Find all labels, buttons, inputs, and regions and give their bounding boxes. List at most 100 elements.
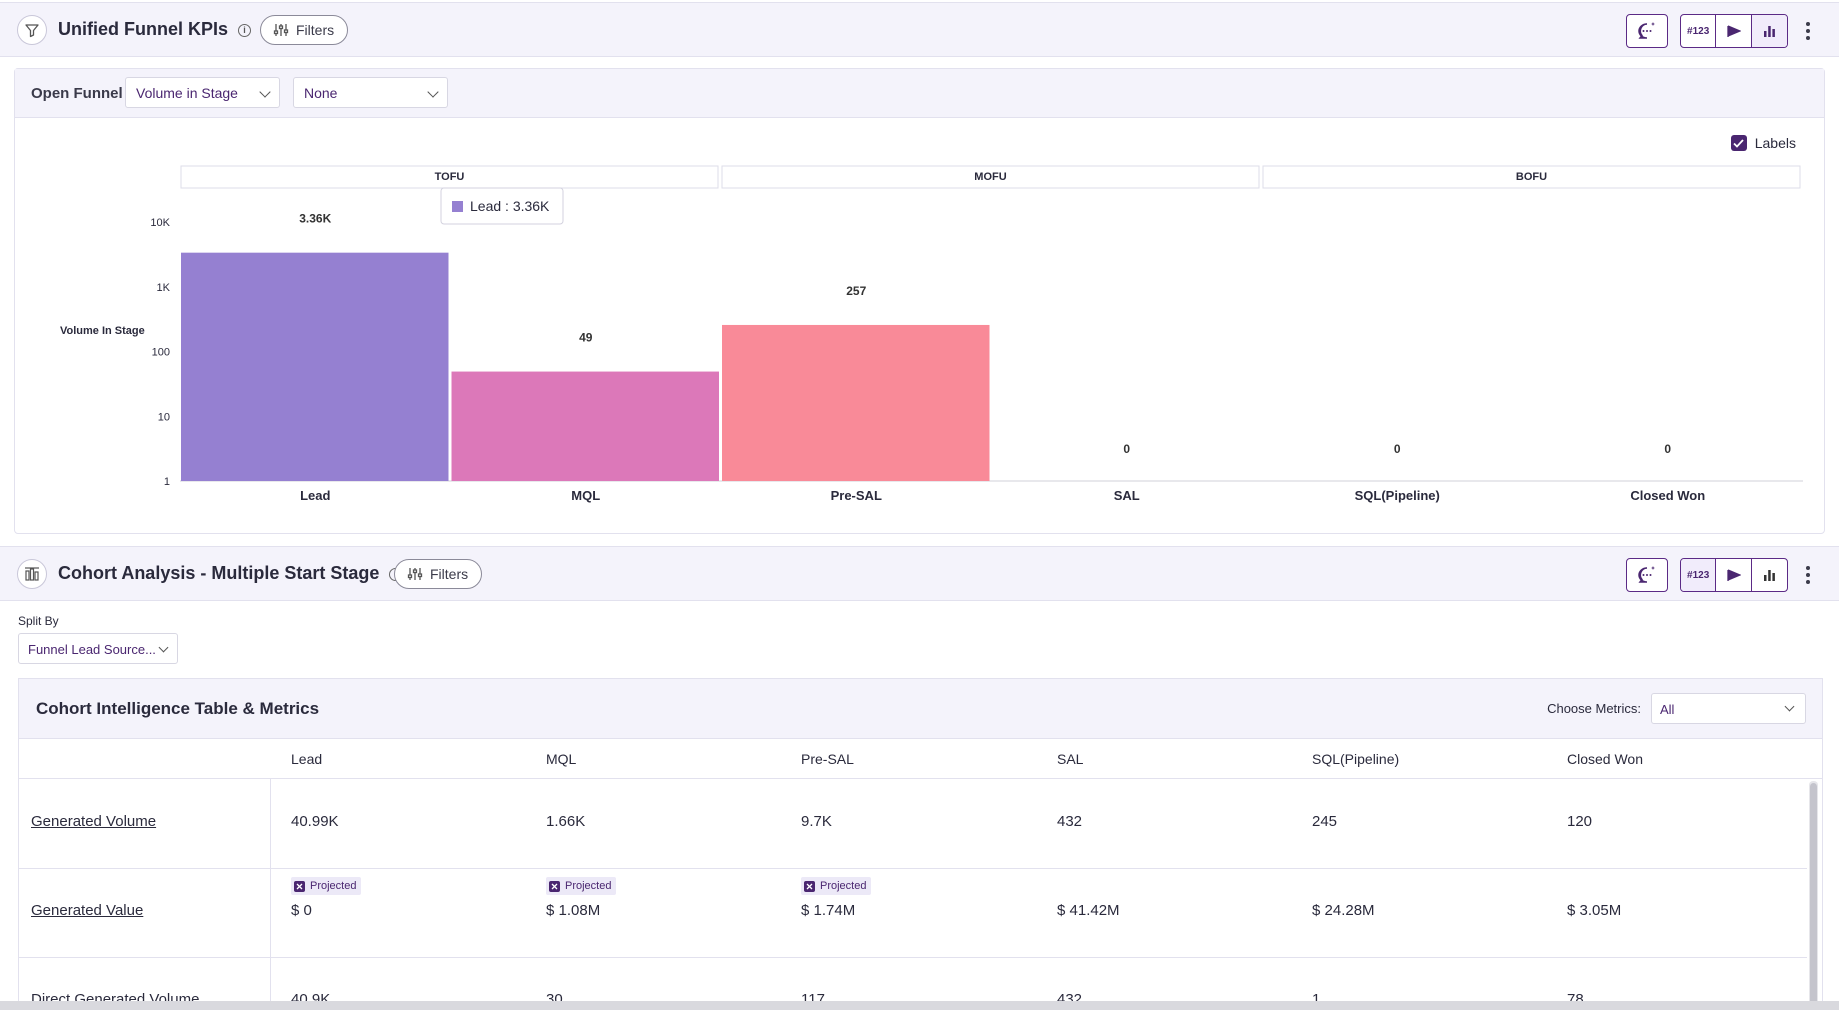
- table-cell: 1: [1312, 991, 1321, 1008]
- tooltip-text: Lead : 3.36K: [470, 198, 550, 214]
- row-label-generated-volume[interactable]: Generated Volume: [31, 813, 157, 830]
- table-cell: 245: [1312, 813, 1338, 830]
- table-scrollbar[interactable]: [1809, 781, 1818, 1009]
- column-header: MQL: [546, 751, 577, 767]
- metric-dropdown-value: Volume in Stage: [136, 84, 238, 101]
- chart-view-toggle[interactable]: [1751, 15, 1787, 47]
- bar-pre-sal: [722, 324, 990, 481]
- stage-group-label: MOFU: [974, 171, 1006, 183]
- filters-label: Filters: [430, 566, 469, 582]
- row-label-generated-value[interactable]: Generated Value: [31, 902, 144, 919]
- row-divider: [19, 957, 1807, 958]
- number-view-toggle[interactable]: #123: [1681, 559, 1717, 591]
- sliders-icon: [407, 568, 423, 580]
- stage-group-label: BOFU: [1516, 171, 1547, 183]
- bar-mql: [451, 371, 719, 481]
- column-header: Pre-SAL: [801, 751, 854, 767]
- projected-badge: Projected: [801, 877, 872, 895]
- scrollbar-thumb[interactable]: [1810, 783, 1817, 1009]
- projected-label: Projected: [310, 880, 357, 892]
- split-dropdown-value: None: [304, 84, 338, 101]
- chevron-down-icon: [158, 642, 169, 653]
- more-options-icon[interactable]: [1800, 17, 1816, 45]
- cohort-widget-header: Cohort Analysis - Multiple Start Stage i…: [0, 546, 1839, 601]
- stage-group-label: TOFU: [435, 171, 465, 183]
- split-by-dropdown[interactable]: Funnel Lead Source...: [18, 633, 178, 664]
- check-icon: [1733, 138, 1744, 148]
- page-horizontal-scrollbar[interactable]: [0, 1001, 1839, 1010]
- ai-chat-button[interactable]: [1626, 558, 1668, 592]
- widget-title: Cohort Analysis - Multiple Start Stage i: [58, 563, 424, 584]
- table-cell: $ 41.42M: [1057, 902, 1120, 919]
- projected-badge: Projected: [291, 877, 362, 895]
- tooltip-swatch: [452, 201, 463, 212]
- view-toggle-group: #123: [1680, 14, 1788, 48]
- choose-metrics-dropdown[interactable]: All: [1651, 693, 1806, 724]
- funnel-chart-panel: Open Funnel Volume in Stage None Labels …: [14, 68, 1825, 534]
- column-header: SAL: [1057, 751, 1084, 767]
- flag-view-toggle[interactable]: [1716, 15, 1752, 47]
- labels-toggle[interactable]: Labels: [1730, 135, 1796, 151]
- chevron-down-icon: [427, 86, 439, 98]
- ai-chat-button[interactable]: [1626, 14, 1668, 48]
- labels-checkbox-label: Labels: [1754, 135, 1796, 151]
- projected-badge: Projected: [546, 877, 617, 895]
- table-cell: $ 1.08M: [546, 902, 601, 919]
- choose-metrics-label: Choose Metrics:: [1547, 701, 1641, 716]
- projected-label: Projected: [565, 880, 612, 892]
- table-title: Cohort Intelligence Table & Metrics: [36, 699, 320, 718]
- x-category-label: MQL: [571, 488, 600, 503]
- bar-data-label: 3.36K: [299, 212, 331, 226]
- x-category-label: Closed Won: [1630, 488, 1705, 503]
- y-tick-label: 1K: [157, 282, 171, 294]
- x-category-label: SAL: [1114, 488, 1140, 503]
- stage-group-header: [721, 165, 1260, 189]
- projected-label: Projected: [820, 880, 867, 892]
- x-category-label: Pre-SAL: [831, 488, 882, 503]
- metric-dropdown[interactable]: Volume in Stage: [125, 77, 280, 108]
- table-cell: 40.99K: [291, 813, 339, 830]
- open-funnel-label: Open Funnel: [31, 85, 123, 102]
- cohort-table-panel: Cohort Intelligence Table & Metrics Choo…: [18, 678, 1823, 1010]
- chevron-down-icon: [1784, 701, 1795, 712]
- x-category-label: Lead: [300, 488, 330, 503]
- row-divider: [19, 868, 1807, 869]
- info-icon[interactable]: i: [238, 23, 252, 37]
- bar-chart-icon: [1763, 569, 1775, 581]
- table-cell: 1.66K: [546, 813, 586, 830]
- labels-checkbox[interactable]: [1730, 135, 1747, 151]
- bar-chart-icon: [1763, 25, 1775, 37]
- table-cell: $ 24.28M: [1312, 902, 1375, 919]
- table-cell: $ 0: [291, 902, 312, 919]
- filters-label: Filters: [296, 22, 335, 38]
- table-column-headers: Lead MQL Pre-SAL SAL SQL(Pipeline) Close…: [19, 739, 1822, 779]
- y-tick-label: 10K: [150, 217, 170, 229]
- funnel-widget-title: Unified Funnel KPIs: [58, 19, 229, 39]
- projected-icon: [804, 880, 815, 892]
- ai-chat-icon: [1638, 22, 1655, 39]
- table-cell: 9.7K: [801, 813, 832, 830]
- bar-data-label: 0: [1664, 442, 1671, 456]
- funnel-filters-button[interactable]: Filters: [260, 15, 349, 45]
- bar-lead: [181, 252, 449, 481]
- chart-view-toggle[interactable]: [1752, 559, 1787, 591]
- y-tick-label: 1: [164, 476, 170, 488]
- y-tick-label: 100: [152, 347, 170, 359]
- cohort-filters-button[interactable]: Filters: [394, 559, 483, 589]
- number-view-toggle[interactable]: #123: [1681, 15, 1717, 47]
- bar-data-label: 49: [579, 331, 593, 345]
- split-dropdown[interactable]: None: [293, 77, 448, 108]
- more-options-icon[interactable]: [1800, 561, 1816, 589]
- table-cell: 432: [1057, 813, 1083, 830]
- funnel-widget-header: Unified Funnel KPIs i Filters #123: [0, 2, 1839, 57]
- funnel-icon: [17, 15, 47, 45]
- split-by-label: Split By: [18, 614, 59, 628]
- flag-icon: [1726, 568, 1741, 581]
- stage-group-header: [1262, 165, 1801, 189]
- table-cell: $ 3.05M: [1567, 902, 1622, 919]
- flag-view-toggle[interactable]: [1716, 559, 1752, 591]
- cohort-widget-title: Cohort Analysis - Multiple Start Stage: [58, 563, 380, 583]
- projected-icon: [549, 880, 560, 892]
- choose-metrics-value: All: [1660, 702, 1675, 717]
